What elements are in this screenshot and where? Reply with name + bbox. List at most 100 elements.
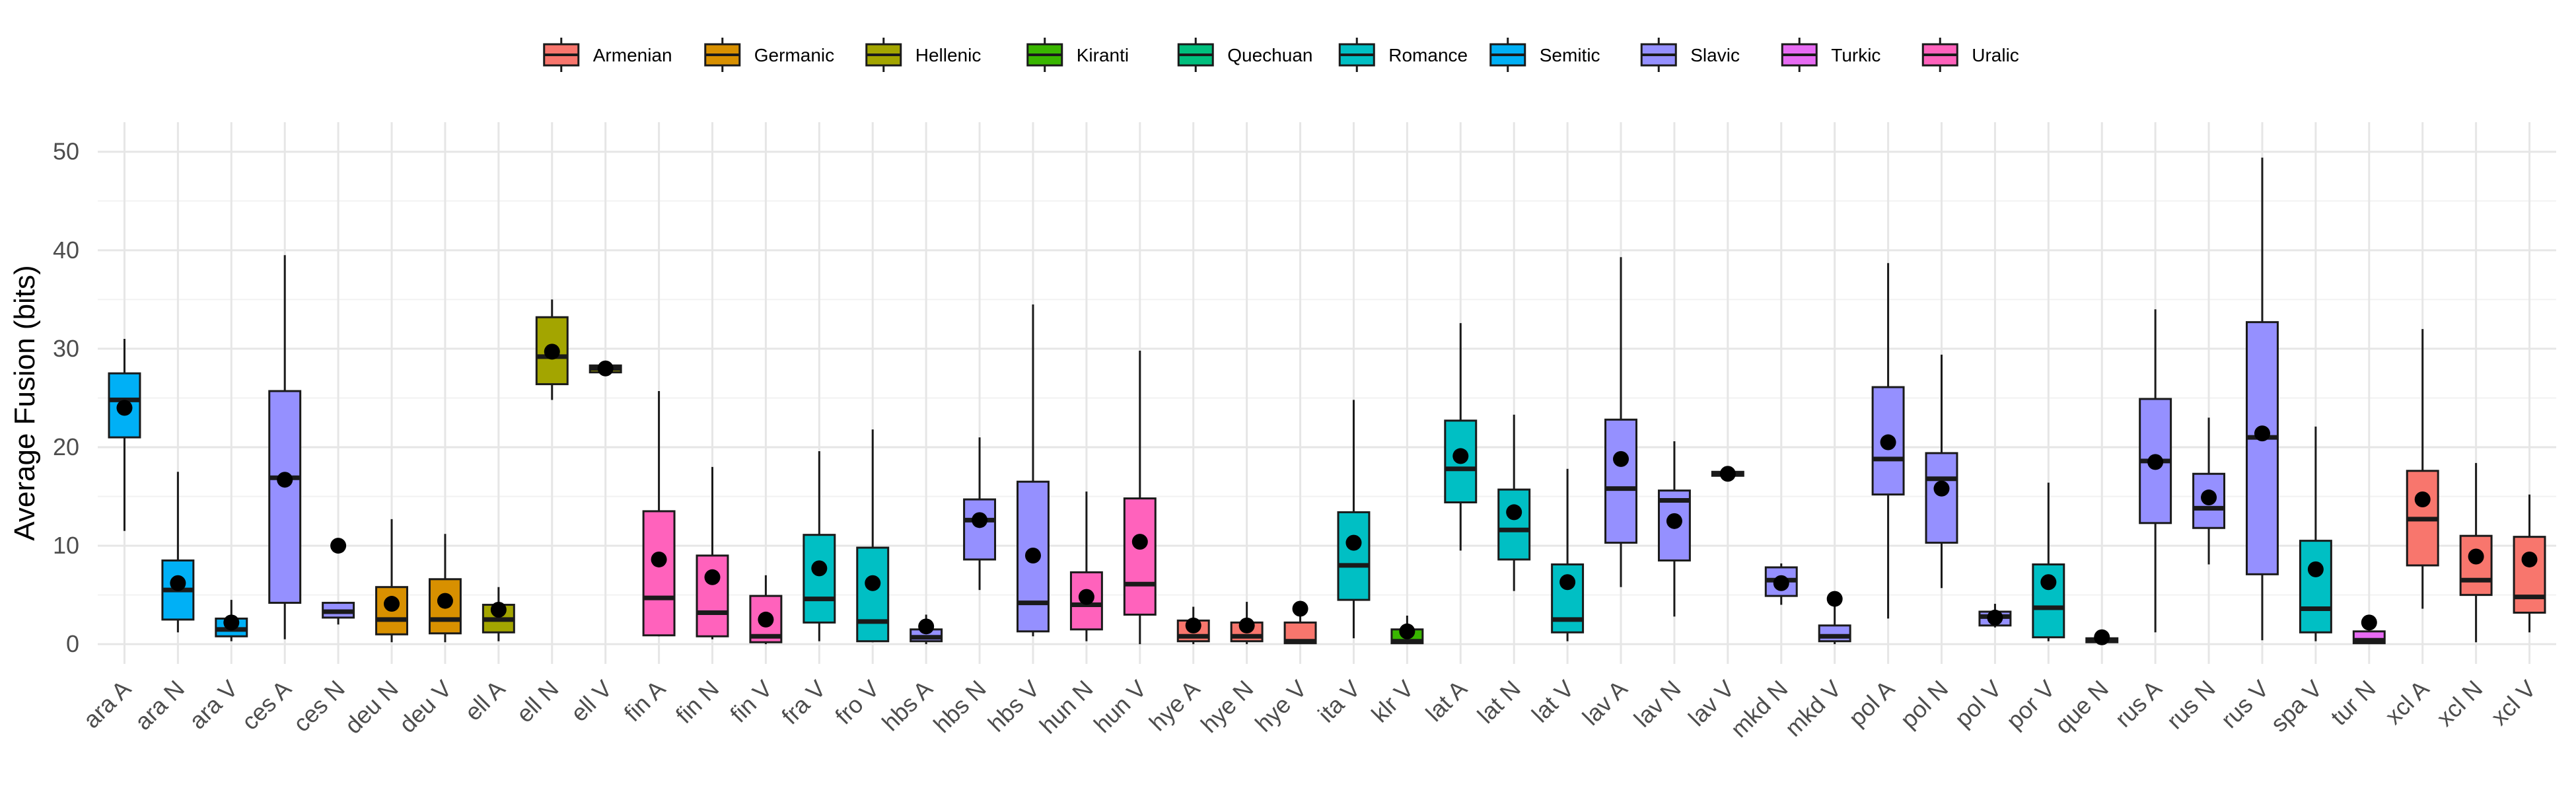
- mean-point: [1238, 617, 1255, 633]
- legend-item-romance: Romance: [1338, 38, 1468, 72]
- box-xcl-n: [2459, 462, 2493, 643]
- box-lat-v: [1551, 468, 1585, 641]
- box-body: [2513, 536, 2546, 614]
- mean-point: [330, 538, 347, 554]
- boxes: [108, 157, 2546, 645]
- legend-item-semitic: Semitic: [1489, 38, 1600, 72]
- mean-point: [1131, 534, 1148, 550]
- box-ita-v: [1337, 400, 1371, 639]
- box-deu-v: [428, 534, 462, 643]
- box-fin-a: [642, 391, 676, 637]
- box-tur-n: [2352, 614, 2386, 645]
- legend-label: Armenian: [593, 45, 672, 65]
- y-tick-label: 10: [53, 532, 79, 559]
- mean-point: [277, 472, 293, 488]
- mean-point: [758, 611, 774, 628]
- box-rus-v: [2246, 157, 2279, 641]
- box-body: [2459, 534, 2493, 597]
- mean-point: [865, 575, 881, 591]
- mean-point: [1345, 534, 1362, 551]
- mean-point: [1024, 548, 1041, 563]
- box-rus-a: [2139, 309, 2172, 633]
- y-tick-label: 20: [53, 433, 79, 460]
- box-hbs-n: [963, 437, 997, 591]
- mean-point: [2468, 548, 2484, 565]
- mean-point: [972, 512, 988, 528]
- mean-point: [1933, 480, 1950, 497]
- mean-point: [1880, 434, 1896, 451]
- mean-point: [1666, 513, 1682, 529]
- legend-item-turkic: Turkic: [1781, 38, 1880, 72]
- box-fin-n: [696, 466, 729, 639]
- mean-point: [2361, 614, 2377, 631]
- box-fin-v: [749, 575, 783, 645]
- mean-point: [2414, 491, 2431, 508]
- mean-point: [2307, 561, 2324, 577]
- box-que-n: [2085, 629, 2119, 645]
- box-lat-n: [1497, 414, 1531, 591]
- box-ces-n: [322, 538, 355, 625]
- box-fra-v: [803, 451, 836, 641]
- box-hun-n: [1069, 491, 1103, 641]
- box-body: [963, 498, 997, 561]
- mean-point: [2040, 574, 2057, 591]
- mean-point: [1826, 591, 1843, 607]
- mean-point: [2254, 425, 2270, 442]
- legend-label: Romance: [1388, 45, 1468, 65]
- box-lav-a: [1604, 257, 1637, 587]
- mean-point: [2094, 629, 2110, 645]
- y-axis-ticks: 0 10 20 30 40 50: [53, 138, 79, 657]
- mean-point: [170, 575, 186, 591]
- box-deu-n: [375, 519, 408, 643]
- box-xcl-a: [2406, 329, 2439, 609]
- mean-point: [2147, 454, 2164, 470]
- box-body: [642, 510, 676, 637]
- legend-label: Quechuan: [1227, 45, 1312, 65]
- y-axis-label: Average Fusion (bits): [9, 265, 41, 540]
- legend: Armenian Germanic Hellenic Kiranti Quechuan R…: [543, 38, 2019, 72]
- legend-item-hellenic: Hellenic: [865, 38, 981, 72]
- legend-item-armenian: Armenian: [543, 38, 672, 72]
- legend-item-kiranti: Kiranti: [1026, 38, 1129, 72]
- box-lav-n: [1657, 441, 1691, 617]
- box-mkd-n: [1764, 563, 1798, 605]
- y-tick-label: 0: [66, 630, 79, 657]
- legend-label: Uralic: [1972, 45, 2019, 65]
- y-tick-label: 50: [53, 138, 79, 165]
- box-ces-a: [268, 255, 302, 639]
- box-por-v: [2032, 482, 2065, 641]
- legend-item-quechuan: Quechuan: [1177, 38, 1312, 72]
- mean-point: [1719, 466, 1736, 482]
- legend-label: Slavic: [1690, 45, 1740, 65]
- mean-point: [1078, 589, 1094, 605]
- box-pol-a: [1871, 263, 1905, 619]
- legend-label: Germanic: [754, 45, 834, 65]
- box-body: [1123, 497, 1157, 616]
- legend-label: Kiranti: [1077, 45, 1129, 65]
- box-ell-a: [482, 587, 515, 641]
- mean-point: [223, 614, 240, 631]
- box-body: [1017, 480, 1050, 633]
- box-body: [2246, 321, 2279, 575]
- legend-label: Semitic: [1540, 45, 1600, 65]
- box-lav-v: [1711, 466, 1744, 482]
- mean-point: [490, 602, 507, 618]
- legend-item-germanic: Germanic: [704, 38, 834, 72]
- box-ara-a: [108, 339, 141, 531]
- mean-point: [1399, 623, 1415, 639]
- mean-point: [384, 596, 400, 612]
- box-hye-a: [1176, 606, 1210, 645]
- legend-label: Turkic: [1831, 45, 1880, 65]
- legend-item-slavic: Slavic: [1640, 38, 1740, 72]
- mean-point: [1613, 451, 1629, 467]
- box-body: [803, 534, 836, 624]
- box-body: [268, 390, 302, 604]
- mean-point: [2201, 489, 2217, 506]
- box-ara-v: [215, 600, 248, 641]
- box-body: [856, 546, 890, 643]
- mean-point: [1292, 600, 1308, 617]
- legend-item-uralic: Uralic: [1921, 38, 2019, 72]
